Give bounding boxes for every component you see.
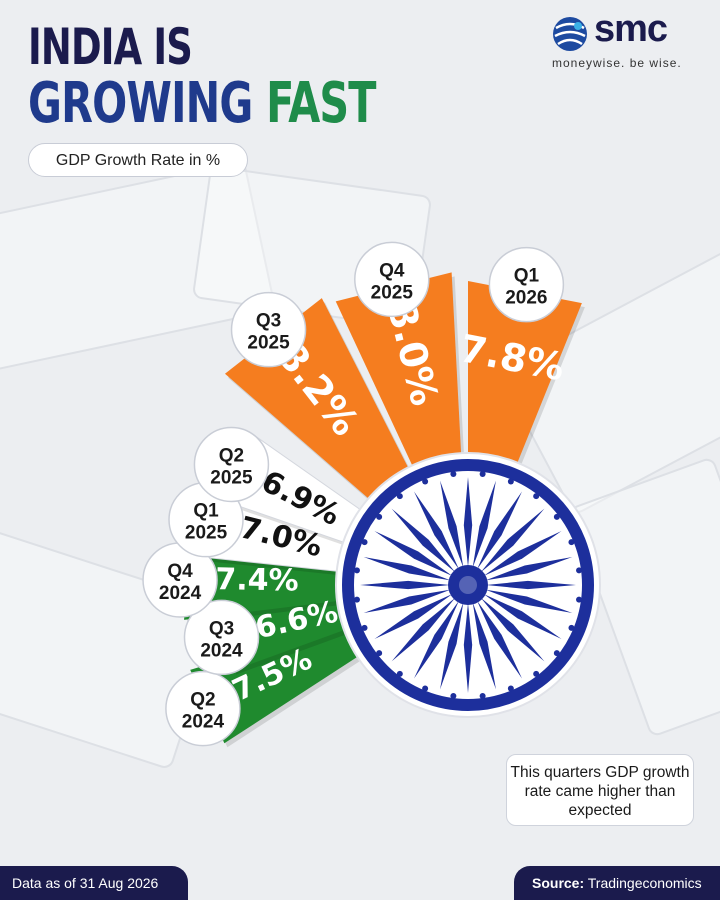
ashoka-chakra-icon [335,452,601,718]
quarter-label: Q1 [514,266,540,287]
chart-subtitle: GDP Growth Rate in % [28,143,248,177]
source-value: Tradingeconomics [587,875,702,891]
quarter-label: Q2 [219,445,244,466]
quarter-label: Q3 [256,311,281,332]
footer-source: Source: Tradingeconomics [514,866,720,900]
logo-tagline: moneywise. be wise. [552,56,682,70]
title-word-growing: GROWING [28,71,253,136]
year-label: 2026 [505,288,547,309]
bar-q1-2026 [468,281,582,474]
smc-logo: smc moneywise. be wise. [546,8,706,70]
page-title-line2: GROWING FAST [28,76,376,132]
quarter-label: Q2 [190,690,215,711]
footer-data-date: Data as of 31 Aug 2026 [0,866,188,900]
source-label: Source: [532,875,585,891]
page-title-line1: INDIA IS [28,18,193,76]
globe-icon [553,17,587,51]
year-label: 2025 [371,282,414,303]
quarter-label: Q1 [193,501,219,522]
title-word-fast: FAST [266,71,376,136]
year-label: 2024 [159,583,202,604]
note-box: This quarters GDP growth rate came highe… [506,754,694,826]
year-label: 2024 [182,712,225,733]
year-label: 2025 [247,333,290,354]
bar-q4-2025 [335,272,462,477]
year-label: 2025 [185,523,228,544]
value-label-q4-2024: 7.4% [215,562,299,598]
quarter-label: Q4 [379,260,405,281]
quarter-label: Q3 [209,618,234,639]
quarter-label: Q4 [167,561,193,582]
year-label: 2024 [200,640,243,661]
logo-wordmark: smc [594,8,668,50]
year-label: 2025 [210,467,253,488]
